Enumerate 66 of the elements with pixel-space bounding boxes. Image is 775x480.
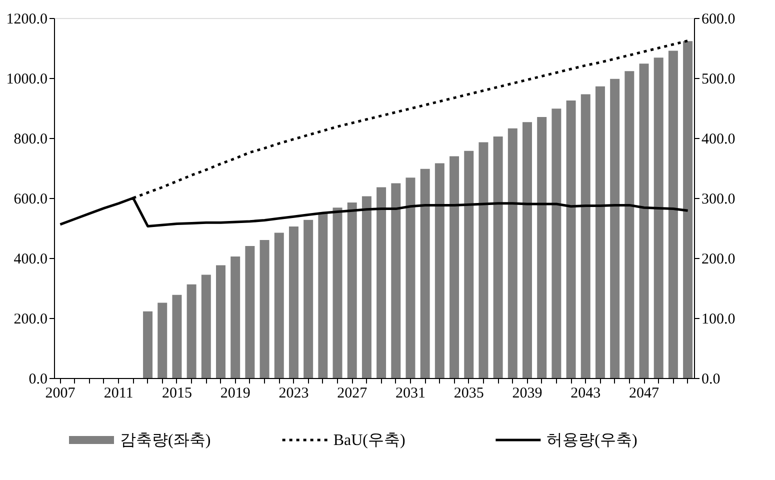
bar bbox=[347, 202, 357, 378]
bar bbox=[406, 178, 416, 378]
y2-tick-label: 500.0 bbox=[702, 72, 736, 88]
x-tick-label: 2043 bbox=[570, 386, 601, 402]
x-tick-label: 2015 bbox=[162, 386, 192, 402]
bar bbox=[288, 226, 298, 378]
legend-label: BaU(우축) bbox=[333, 432, 406, 449]
x-tick-label: 2007 bbox=[45, 386, 76, 402]
bar bbox=[362, 196, 372, 378]
bar bbox=[376, 187, 386, 378]
bar bbox=[434, 163, 444, 378]
bar bbox=[522, 122, 532, 378]
bar bbox=[595, 86, 605, 378]
bar bbox=[552, 108, 562, 378]
bar bbox=[654, 58, 664, 378]
y2-tick-label: 100.0 bbox=[702, 312, 736, 328]
bar bbox=[610, 78, 620, 378]
bar bbox=[245, 246, 255, 378]
legend-label: 허용량(우축) bbox=[546, 432, 638, 449]
x-tick-label: 2035 bbox=[454, 386, 484, 402]
bar bbox=[158, 302, 168, 378]
bar bbox=[668, 50, 678, 378]
x-tick-label: 2039 bbox=[512, 386, 542, 402]
x-tick-label: 2047 bbox=[629, 386, 660, 402]
bar bbox=[143, 311, 153, 378]
y2-tick-label: 600.0 bbox=[702, 12, 736, 28]
x-tick-label: 2019 bbox=[220, 386, 250, 402]
x-tick-label: 2027 bbox=[337, 386, 368, 402]
bar bbox=[580, 94, 590, 378]
y-tick-label: 1000.0 bbox=[6, 72, 48, 88]
bar bbox=[201, 274, 211, 378]
bar bbox=[260, 240, 270, 378]
bar bbox=[493, 136, 503, 378]
bar bbox=[508, 128, 518, 378]
y2-tick-label: 400.0 bbox=[702, 132, 736, 148]
y-tick-label: 600.0 bbox=[14, 192, 48, 208]
bar bbox=[216, 265, 226, 378]
bar bbox=[420, 168, 430, 378]
bar bbox=[274, 232, 284, 378]
y-tick-label: 0.0 bbox=[28, 372, 48, 388]
y-tick-label: 800.0 bbox=[14, 132, 48, 148]
bar bbox=[304, 220, 314, 378]
y-tick-label: 1200.0 bbox=[6, 12, 48, 28]
bar bbox=[624, 71, 634, 378]
y2-tick-label: 0.0 bbox=[702, 372, 720, 388]
bar bbox=[566, 100, 576, 378]
bar bbox=[450, 156, 460, 378]
bar bbox=[230, 256, 240, 378]
bar bbox=[391, 183, 401, 378]
bar bbox=[186, 284, 196, 378]
x-tick-label: 2023 bbox=[278, 386, 309, 402]
bar bbox=[537, 117, 547, 378]
bar bbox=[683, 41, 693, 378]
bar bbox=[478, 142, 488, 378]
y-tick-label: 400.0 bbox=[14, 252, 48, 268]
bar bbox=[318, 213, 328, 378]
bar bbox=[639, 64, 649, 378]
y-tick-label: 200.0 bbox=[14, 312, 48, 328]
x-tick-label: 2031 bbox=[395, 386, 426, 402]
x-tick-label: 2011 bbox=[104, 386, 134, 402]
bar bbox=[172, 294, 182, 378]
legend-label: 감축량(좌축) bbox=[120, 432, 211, 449]
bar bbox=[464, 150, 474, 378]
bar bbox=[332, 208, 342, 378]
y2-tick-label: 300.0 bbox=[702, 192, 736, 208]
y2-tick-label: 200.0 bbox=[702, 252, 736, 268]
